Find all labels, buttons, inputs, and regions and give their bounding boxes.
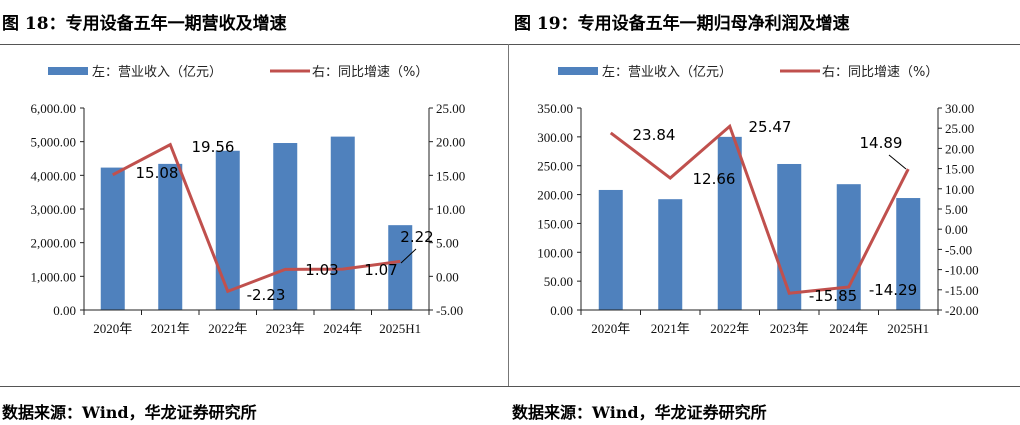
right-tick-label: 15.00 <box>945 162 974 177</box>
legend-bar-swatch <box>48 67 88 75</box>
top-divider <box>0 44 1020 45</box>
data-label: -15.85 <box>809 287 857 305</box>
left-tick-label: 4,000.00 <box>31 168 77 183</box>
data-label: 25.47 <box>749 118 792 136</box>
bar <box>215 150 240 310</box>
right-tick-label: 5.00 <box>945 202 968 217</box>
figure-19-source: 数据来源：Wind，华龙证券研究所 <box>512 403 767 422</box>
right-tick-label: -20.00 <box>945 303 979 318</box>
left-tick-label: 5,000.00 <box>31 135 77 150</box>
growth-line <box>609 123 910 295</box>
right-tick-label: 20.00 <box>436 135 465 150</box>
data-label: -2.23 <box>247 286 286 304</box>
right-tick-label: 10.00 <box>945 182 974 197</box>
x-tick-label: 2020年 <box>93 321 132 336</box>
x-tick-label: 2020年 <box>591 321 630 336</box>
right-tick-label: 20.00 <box>945 141 974 156</box>
right-tick-label: 15.00 <box>436 168 465 183</box>
figure-19-title: 图 19：专用设备五年一期归母净利润及增速 <box>514 14 850 34</box>
left-tick-label: 200.00 <box>537 188 573 203</box>
growth-line <box>112 142 401 294</box>
left-tick-label: 0.00 <box>550 303 573 318</box>
left-tick-label: 6,000.00 <box>31 101 77 116</box>
data-label: 1.07 <box>364 261 397 279</box>
right-tick-label: 30.00 <box>945 101 974 116</box>
data-label: 1.03 <box>305 261 338 279</box>
x-tick-label: 2025H1 <box>887 321 929 336</box>
label-leader-line <box>888 154 907 170</box>
x-tick-label: 2022年 <box>208 321 247 336</box>
right-tick-label: -15.00 <box>945 283 979 298</box>
x-tick-label: 2024年 <box>323 321 362 336</box>
bar <box>598 189 623 310</box>
left-tick-label: 100.00 <box>537 245 573 260</box>
right-tick-label: 5.00 <box>436 236 459 251</box>
x-tick-label: 2022年 <box>710 321 749 336</box>
legend-bar-label: 左：营业收入（亿元） <box>92 65 222 80</box>
label-leader-line <box>400 248 417 264</box>
bar <box>100 167 125 310</box>
left-tick-label: 150.00 <box>537 216 573 231</box>
data-label: 15.08 <box>136 164 179 182</box>
data-label: 23.84 <box>633 126 676 144</box>
x-tick-label: 2021年 <box>651 321 690 336</box>
bar <box>717 136 742 310</box>
bar <box>777 163 802 310</box>
right-tick-label: 25.00 <box>436 101 465 116</box>
right-tick-label: -5.00 <box>945 242 972 257</box>
right-tick-label: 0.00 <box>945 222 968 237</box>
bar <box>896 198 921 310</box>
figure-18-title: 图 18：专用设备五年一期营收及增速 <box>2 14 287 34</box>
center-divider <box>508 44 509 386</box>
x-tick-label: 2024年 <box>829 321 868 336</box>
right-tick-label: -10.00 <box>945 263 979 278</box>
right-tick-label: 10.00 <box>436 202 465 217</box>
x-tick-label: 2023年 <box>266 321 305 336</box>
bar <box>330 136 355 310</box>
legend-line-label: 右：同比增速（%） <box>312 65 428 80</box>
data-label: 2.22 <box>400 228 433 246</box>
data-label: 14.89 <box>860 134 903 152</box>
data-label: 19.56 <box>192 138 235 156</box>
right-tick-label: 25.00 <box>945 121 974 136</box>
bar <box>388 225 413 310</box>
bar <box>273 143 298 310</box>
left-tick-label: 50.00 <box>544 274 573 289</box>
legend-bar-label: 左：营业收入（亿元） <box>602 65 732 80</box>
x-tick-label: 2025H1 <box>379 321 421 336</box>
left-tick-label: 0.00 <box>53 303 76 318</box>
left-tick-label: 300.00 <box>537 130 573 145</box>
bottom-divider <box>0 386 1020 387</box>
left-tick-label: 250.00 <box>537 159 573 174</box>
left-tick-label: 1,000.00 <box>31 269 77 284</box>
bar <box>158 163 183 310</box>
bar <box>658 199 683 310</box>
data-label: 12.66 <box>693 170 736 188</box>
legend-bar-swatch <box>558 67 598 75</box>
left-tick-label: 350.00 <box>537 101 573 116</box>
x-tick-label: 2021年 <box>151 321 190 336</box>
data-label: -14.29 <box>869 281 917 299</box>
left-tick-label: 3,000.00 <box>31 202 77 217</box>
left-tick-label: 2,000.00 <box>31 236 77 251</box>
x-tick-label: 2023年 <box>770 321 809 336</box>
right-tick-label: -5.00 <box>436 303 463 318</box>
right-tick-label: 0.00 <box>436 269 459 284</box>
legend-line-label: 右：同比增速（%） <box>822 65 938 80</box>
figure-18-source: 数据来源：Wind，华龙证券研究所 <box>2 403 257 422</box>
